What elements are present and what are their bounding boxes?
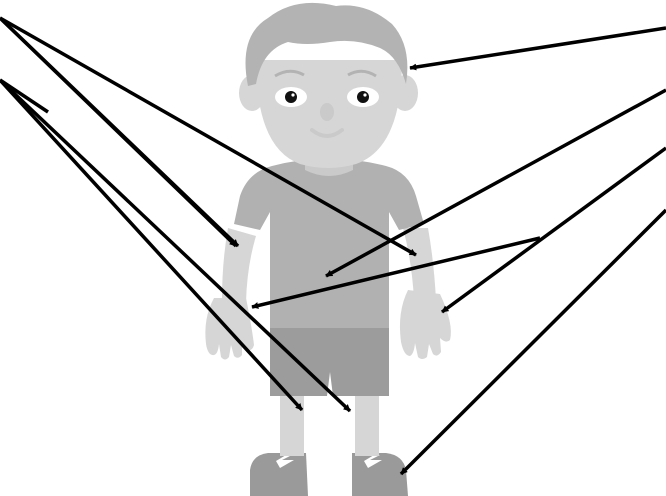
right-arm xyxy=(403,228,436,300)
left-leg xyxy=(280,392,304,456)
right-hand xyxy=(399,290,451,359)
arrow-to-right-hand xyxy=(440,146,666,314)
arrow-to-right-leg xyxy=(0,78,304,412)
arrow-to-left-shoulder xyxy=(0,16,240,248)
arrow-to-shirt-center xyxy=(325,88,666,278)
arrow-group xyxy=(0,16,666,476)
arrow-to-right-shoulder xyxy=(0,16,417,257)
hair xyxy=(245,2,408,86)
arrow-bundle-segment xyxy=(0,78,49,114)
left-eye xyxy=(275,87,307,107)
left-eyebrow xyxy=(274,69,305,78)
arrow-to-left-hand xyxy=(251,236,541,309)
arrow-to-hair xyxy=(409,26,666,71)
shirt xyxy=(234,159,424,328)
arrow-to-right-shoe xyxy=(399,208,666,476)
right-leg xyxy=(355,392,379,456)
left-arm xyxy=(222,228,256,302)
boy-figure xyxy=(205,2,451,496)
left-shoe xyxy=(250,453,308,496)
right-eyebrow xyxy=(347,69,377,78)
mouth xyxy=(310,128,344,138)
arrow-to-left-leg xyxy=(0,78,352,413)
right-eye xyxy=(347,87,379,107)
nose xyxy=(320,103,334,121)
right-shoe xyxy=(352,453,408,496)
shorts xyxy=(270,326,389,396)
